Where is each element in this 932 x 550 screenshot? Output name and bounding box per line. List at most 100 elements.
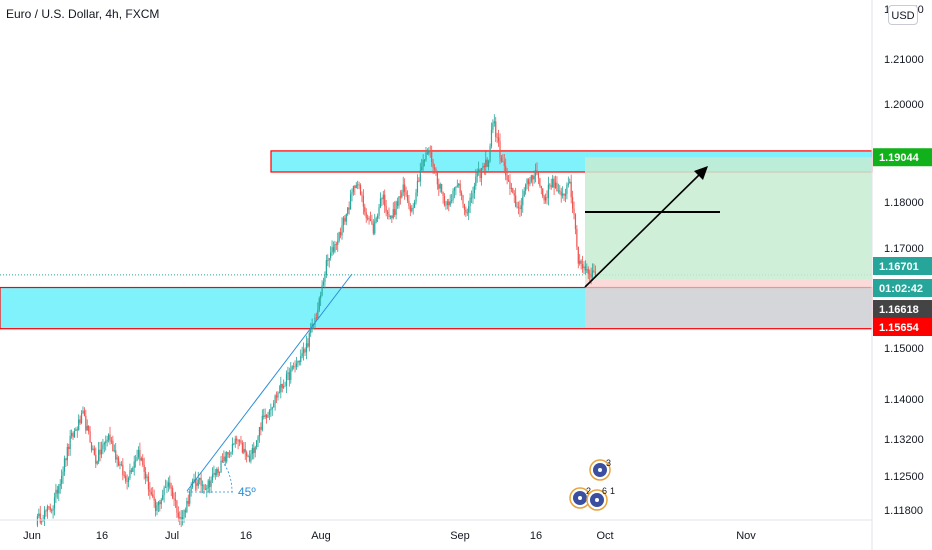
candle-body (513, 193, 515, 196)
angle-label: 45º (238, 485, 256, 499)
candle-body (93, 448, 95, 455)
candle-body (495, 121, 497, 137)
candle-body (378, 207, 380, 216)
candle-body (361, 194, 363, 196)
candle-body (206, 488, 208, 490)
candle-body (122, 464, 124, 476)
candle-body (375, 218, 377, 222)
candle-body (345, 214, 347, 222)
candle-body (456, 185, 458, 187)
time-axis[interactable]: Jun 16 Jul 16 Aug Sep 16 Oct Nov (23, 530, 756, 542)
angle-arc (221, 460, 233, 493)
candle-body (584, 266, 587, 271)
candle-body (284, 385, 286, 387)
price-tick: 1.14000 (884, 394, 924, 406)
candle-body (469, 197, 471, 206)
candle-body (240, 440, 242, 443)
currency-button[interactable]: USD (888, 5, 918, 25)
candle-body (196, 483, 198, 486)
position-profit-area[interactable] (585, 157, 872, 280)
forecast-arrow[interactable] (584, 173, 701, 288)
price-tick: 1.15000 (884, 343, 924, 355)
candle-body (164, 487, 167, 488)
candle-body (409, 206, 411, 212)
candle-body (391, 215, 393, 219)
candle-body (203, 485, 205, 490)
candle-body (61, 475, 63, 484)
candle-body (72, 433, 74, 438)
candle-body (369, 219, 372, 222)
candle-body (583, 266, 585, 269)
candle-body (472, 193, 474, 199)
candle-body (308, 332, 310, 347)
candle-body (358, 184, 360, 186)
candle-body (227, 452, 229, 455)
candle-body (51, 510, 53, 512)
candle-body (499, 141, 501, 158)
candle-body (463, 203, 466, 210)
candle-body (404, 184, 406, 192)
candle-body (274, 395, 276, 404)
candle-body (423, 159, 426, 161)
candle-body (157, 502, 160, 506)
candle-body (550, 185, 552, 188)
candle-body (357, 184, 359, 186)
candle-body (459, 183, 461, 193)
price-axis[interactable]: 1.220501.210001.200001.180001.170001.150… (884, 4, 924, 517)
candle-body (130, 470, 132, 472)
candle-body (453, 188, 456, 191)
candle-body (169, 482, 171, 488)
candle-body (426, 152, 429, 154)
candle-body (569, 181, 571, 184)
position-stop-area[interactable] (585, 279, 872, 328)
candle-body (557, 190, 559, 192)
candle-body (425, 152, 427, 160)
candle-body (573, 208, 575, 215)
candle-body (136, 457, 138, 461)
candle-body (512, 188, 514, 194)
price-tick: 1.20000 (884, 99, 924, 111)
candle-body (485, 159, 487, 168)
candle-body (473, 185, 475, 194)
candle-body (536, 170, 538, 174)
candle-body (127, 478, 130, 482)
price-tick: 1.18000 (884, 197, 924, 209)
candle-body (493, 121, 495, 124)
candle-body (238, 440, 241, 442)
candle-body (542, 188, 544, 197)
candle-body (332, 247, 335, 252)
candle-body (532, 175, 534, 180)
entry-price-label-bg (873, 300, 932, 318)
candle-body (173, 498, 175, 500)
candle-body (99, 449, 101, 455)
candle-body (63, 458, 66, 472)
candle-body (365, 212, 367, 219)
candle-body (166, 486, 168, 488)
candle-body (374, 221, 376, 234)
candle-body (154, 500, 157, 511)
candle-body (147, 476, 150, 490)
candle-body (502, 161, 504, 163)
candle-body (38, 513, 40, 517)
event-marker-b-count: 2 (586, 486, 591, 496)
candle-body (66, 446, 68, 461)
candle-body (244, 448, 246, 453)
candle-body (96, 461, 98, 464)
candle-body (85, 415, 87, 431)
candle-body (200, 477, 202, 486)
time-tick: 16 (530, 530, 542, 542)
trendline[interactable] (186, 273, 353, 492)
candle-body (522, 196, 524, 206)
candle-body (109, 434, 111, 442)
candle-body (216, 469, 218, 476)
candle-body (534, 170, 537, 176)
candle-body (217, 469, 219, 473)
candle-body (385, 206, 387, 212)
candle-body (334, 244, 336, 252)
candle-body (331, 247, 333, 253)
candle-body (116, 457, 118, 460)
candle-body (395, 201, 397, 215)
candle-body (82, 410, 84, 414)
time-tick: 16 (240, 530, 252, 542)
